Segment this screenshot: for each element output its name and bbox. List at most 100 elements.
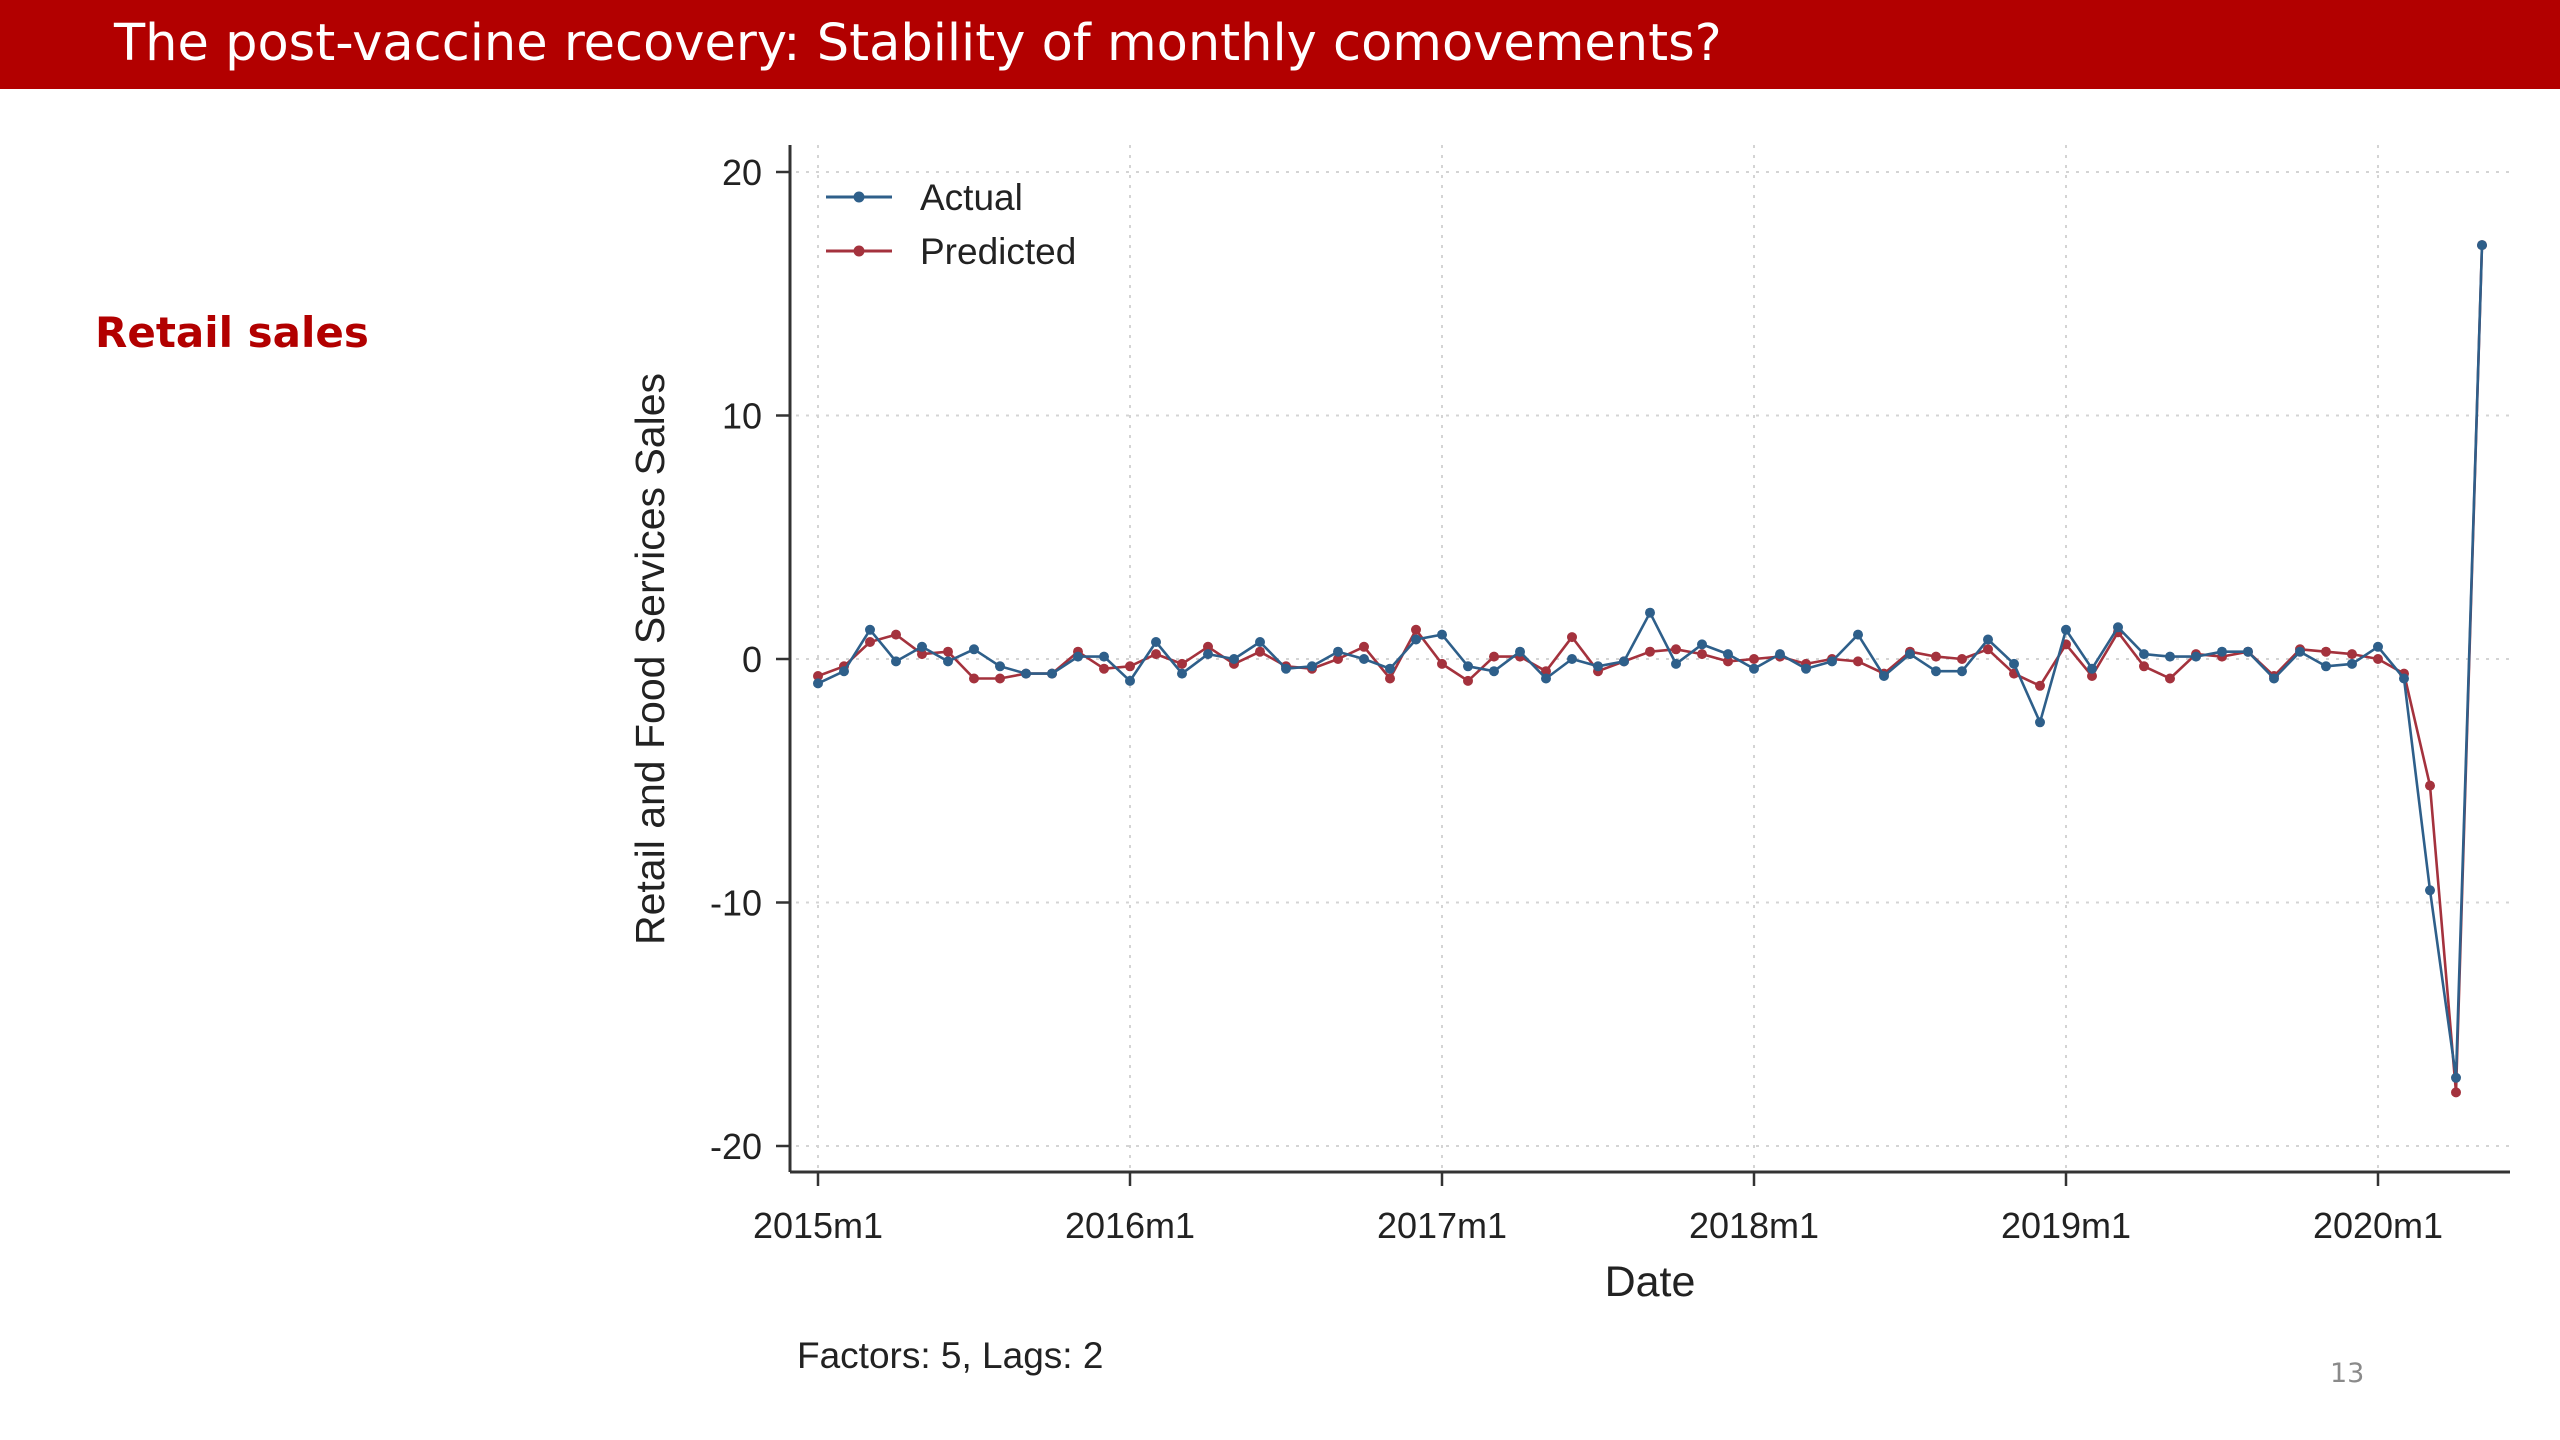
data-point-actual bbox=[1879, 671, 1889, 681]
data-point-actual bbox=[943, 656, 953, 667]
data-point-actual bbox=[1333, 646, 1343, 657]
data-point-predicted bbox=[2425, 780, 2435, 791]
data-point-predicted bbox=[1671, 644, 1681, 655]
data-point-actual bbox=[2451, 1072, 2461, 1083]
x-tick-label: 2020m1 bbox=[2313, 1205, 2443, 1246]
data-point-actual bbox=[2061, 624, 2071, 635]
y-tick-label: -10 bbox=[710, 883, 762, 924]
data-point-predicted bbox=[865, 637, 875, 647]
data-point-predicted bbox=[1203, 641, 1213, 652]
data-point-predicted bbox=[1151, 649, 1161, 660]
data-point-actual bbox=[1047, 668, 1057, 679]
y-axis-title: Retail and Food Services Sales bbox=[627, 373, 673, 945]
title-bar: The post-vaccine recovery: Stability of … bbox=[0, 0, 2560, 89]
data-point-actual bbox=[1853, 629, 1863, 640]
data-point-actual bbox=[1151, 637, 1161, 647]
data-point-actual bbox=[865, 624, 875, 635]
data-point-actual bbox=[2243, 646, 2253, 657]
data-point-actual bbox=[891, 656, 901, 667]
data-point-predicted bbox=[2035, 680, 2045, 691]
data-point-actual bbox=[2165, 651, 2175, 662]
data-point-actual bbox=[1229, 654, 1239, 664]
data-point-predicted bbox=[995, 673, 1005, 684]
data-point-actual bbox=[2425, 885, 2435, 896]
data-point-actual bbox=[2035, 717, 2045, 728]
data-point-predicted bbox=[1697, 649, 1707, 660]
x-tick-label: 2018m1 bbox=[1689, 1205, 1819, 1246]
data-point-predicted bbox=[917, 649, 927, 660]
data-point-actual bbox=[1905, 649, 1915, 660]
x-tick-label: 2016m1 bbox=[1065, 1205, 1195, 1246]
data-point-actual bbox=[2373, 641, 2383, 652]
slide-title: The post-vaccine recovery: Stability of … bbox=[114, 14, 1722, 73]
data-point-actual bbox=[1073, 651, 1083, 662]
data-point-actual bbox=[1619, 656, 1629, 667]
data-point-actual bbox=[2191, 651, 2201, 662]
data-point-predicted bbox=[813, 671, 823, 681]
data-point-predicted bbox=[1177, 658, 1187, 669]
data-point-actual bbox=[1359, 654, 1369, 664]
data-point-predicted bbox=[1255, 646, 1265, 657]
series-actual bbox=[813, 240, 2487, 1083]
data-point-predicted bbox=[1983, 644, 1993, 655]
data-point-predicted bbox=[2087, 671, 2097, 681]
data-point-predicted bbox=[1099, 663, 1109, 674]
data-point-actual bbox=[1463, 661, 1473, 672]
data-point-actual bbox=[2321, 661, 2331, 672]
data-point-predicted bbox=[2451, 1087, 2461, 1098]
data-point-predicted bbox=[969, 673, 979, 684]
data-point-actual bbox=[1775, 649, 1785, 660]
data-point-predicted bbox=[1385, 673, 1395, 684]
data-point-actual bbox=[813, 678, 823, 689]
data-point-actual bbox=[839, 666, 849, 677]
data-point-actual bbox=[2217, 646, 2227, 657]
data-point-actual bbox=[917, 641, 927, 652]
x-axis-title: Date bbox=[1605, 1258, 1696, 1306]
legend-marker-actual bbox=[853, 191, 865, 203]
data-point-predicted bbox=[2347, 649, 2357, 660]
data-point-predicted bbox=[1645, 646, 1655, 657]
data-point-actual bbox=[1983, 634, 1993, 645]
data-point-predicted bbox=[1463, 675, 1473, 686]
data-point-actual bbox=[1385, 663, 1395, 674]
data-point-predicted bbox=[1853, 656, 1863, 667]
data-point-actual bbox=[2087, 663, 2097, 674]
page-number: 13 bbox=[2330, 1358, 2365, 1389]
data-point-predicted bbox=[1957, 654, 1967, 664]
data-point-actual bbox=[1645, 607, 1655, 618]
legend-label-predicted: Predicted bbox=[920, 231, 1076, 272]
side-label: Retail sales bbox=[95, 308, 369, 357]
data-point-actual bbox=[2269, 673, 2279, 684]
footnote: Factors: 5, Lags: 2 bbox=[797, 1335, 1104, 1376]
data-point-actual bbox=[1125, 675, 1135, 686]
data-point-actual bbox=[1671, 658, 1681, 669]
data-point-actual bbox=[995, 661, 1005, 672]
data-point-predicted bbox=[2165, 673, 2175, 684]
data-point-actual bbox=[1437, 629, 1447, 640]
data-point-actual bbox=[2399, 673, 2409, 684]
data-point-actual bbox=[1515, 646, 1525, 657]
y-tick-label: 0 bbox=[742, 639, 762, 680]
data-point-predicted bbox=[1931, 651, 1941, 662]
data-point-actual bbox=[1931, 666, 1941, 677]
data-point-predicted bbox=[2373, 654, 2383, 664]
y-tick-label: 10 bbox=[722, 396, 762, 437]
data-point-actual bbox=[1489, 666, 1499, 677]
legend: Actual Predicted bbox=[826, 177, 1076, 272]
data-point-predicted bbox=[1749, 654, 1759, 664]
data-point-actual bbox=[1801, 663, 1811, 674]
y-tick-label: -20 bbox=[710, 1126, 762, 1167]
data-point-actual bbox=[1255, 637, 1265, 647]
data-point-actual bbox=[1307, 661, 1317, 672]
data-point-predicted bbox=[1359, 641, 1369, 652]
data-point-actual bbox=[1567, 654, 1577, 664]
data-point-actual bbox=[1099, 651, 1109, 662]
data-point-actual bbox=[2295, 646, 2305, 657]
data-point-actual bbox=[1203, 649, 1213, 660]
data-point-predicted bbox=[1125, 661, 1135, 672]
data-point-actual bbox=[1593, 661, 1603, 672]
data-point-predicted bbox=[1411, 624, 1421, 635]
data-point-predicted bbox=[1723, 656, 1733, 667]
series-line-predicted bbox=[817, 245, 2484, 1094]
